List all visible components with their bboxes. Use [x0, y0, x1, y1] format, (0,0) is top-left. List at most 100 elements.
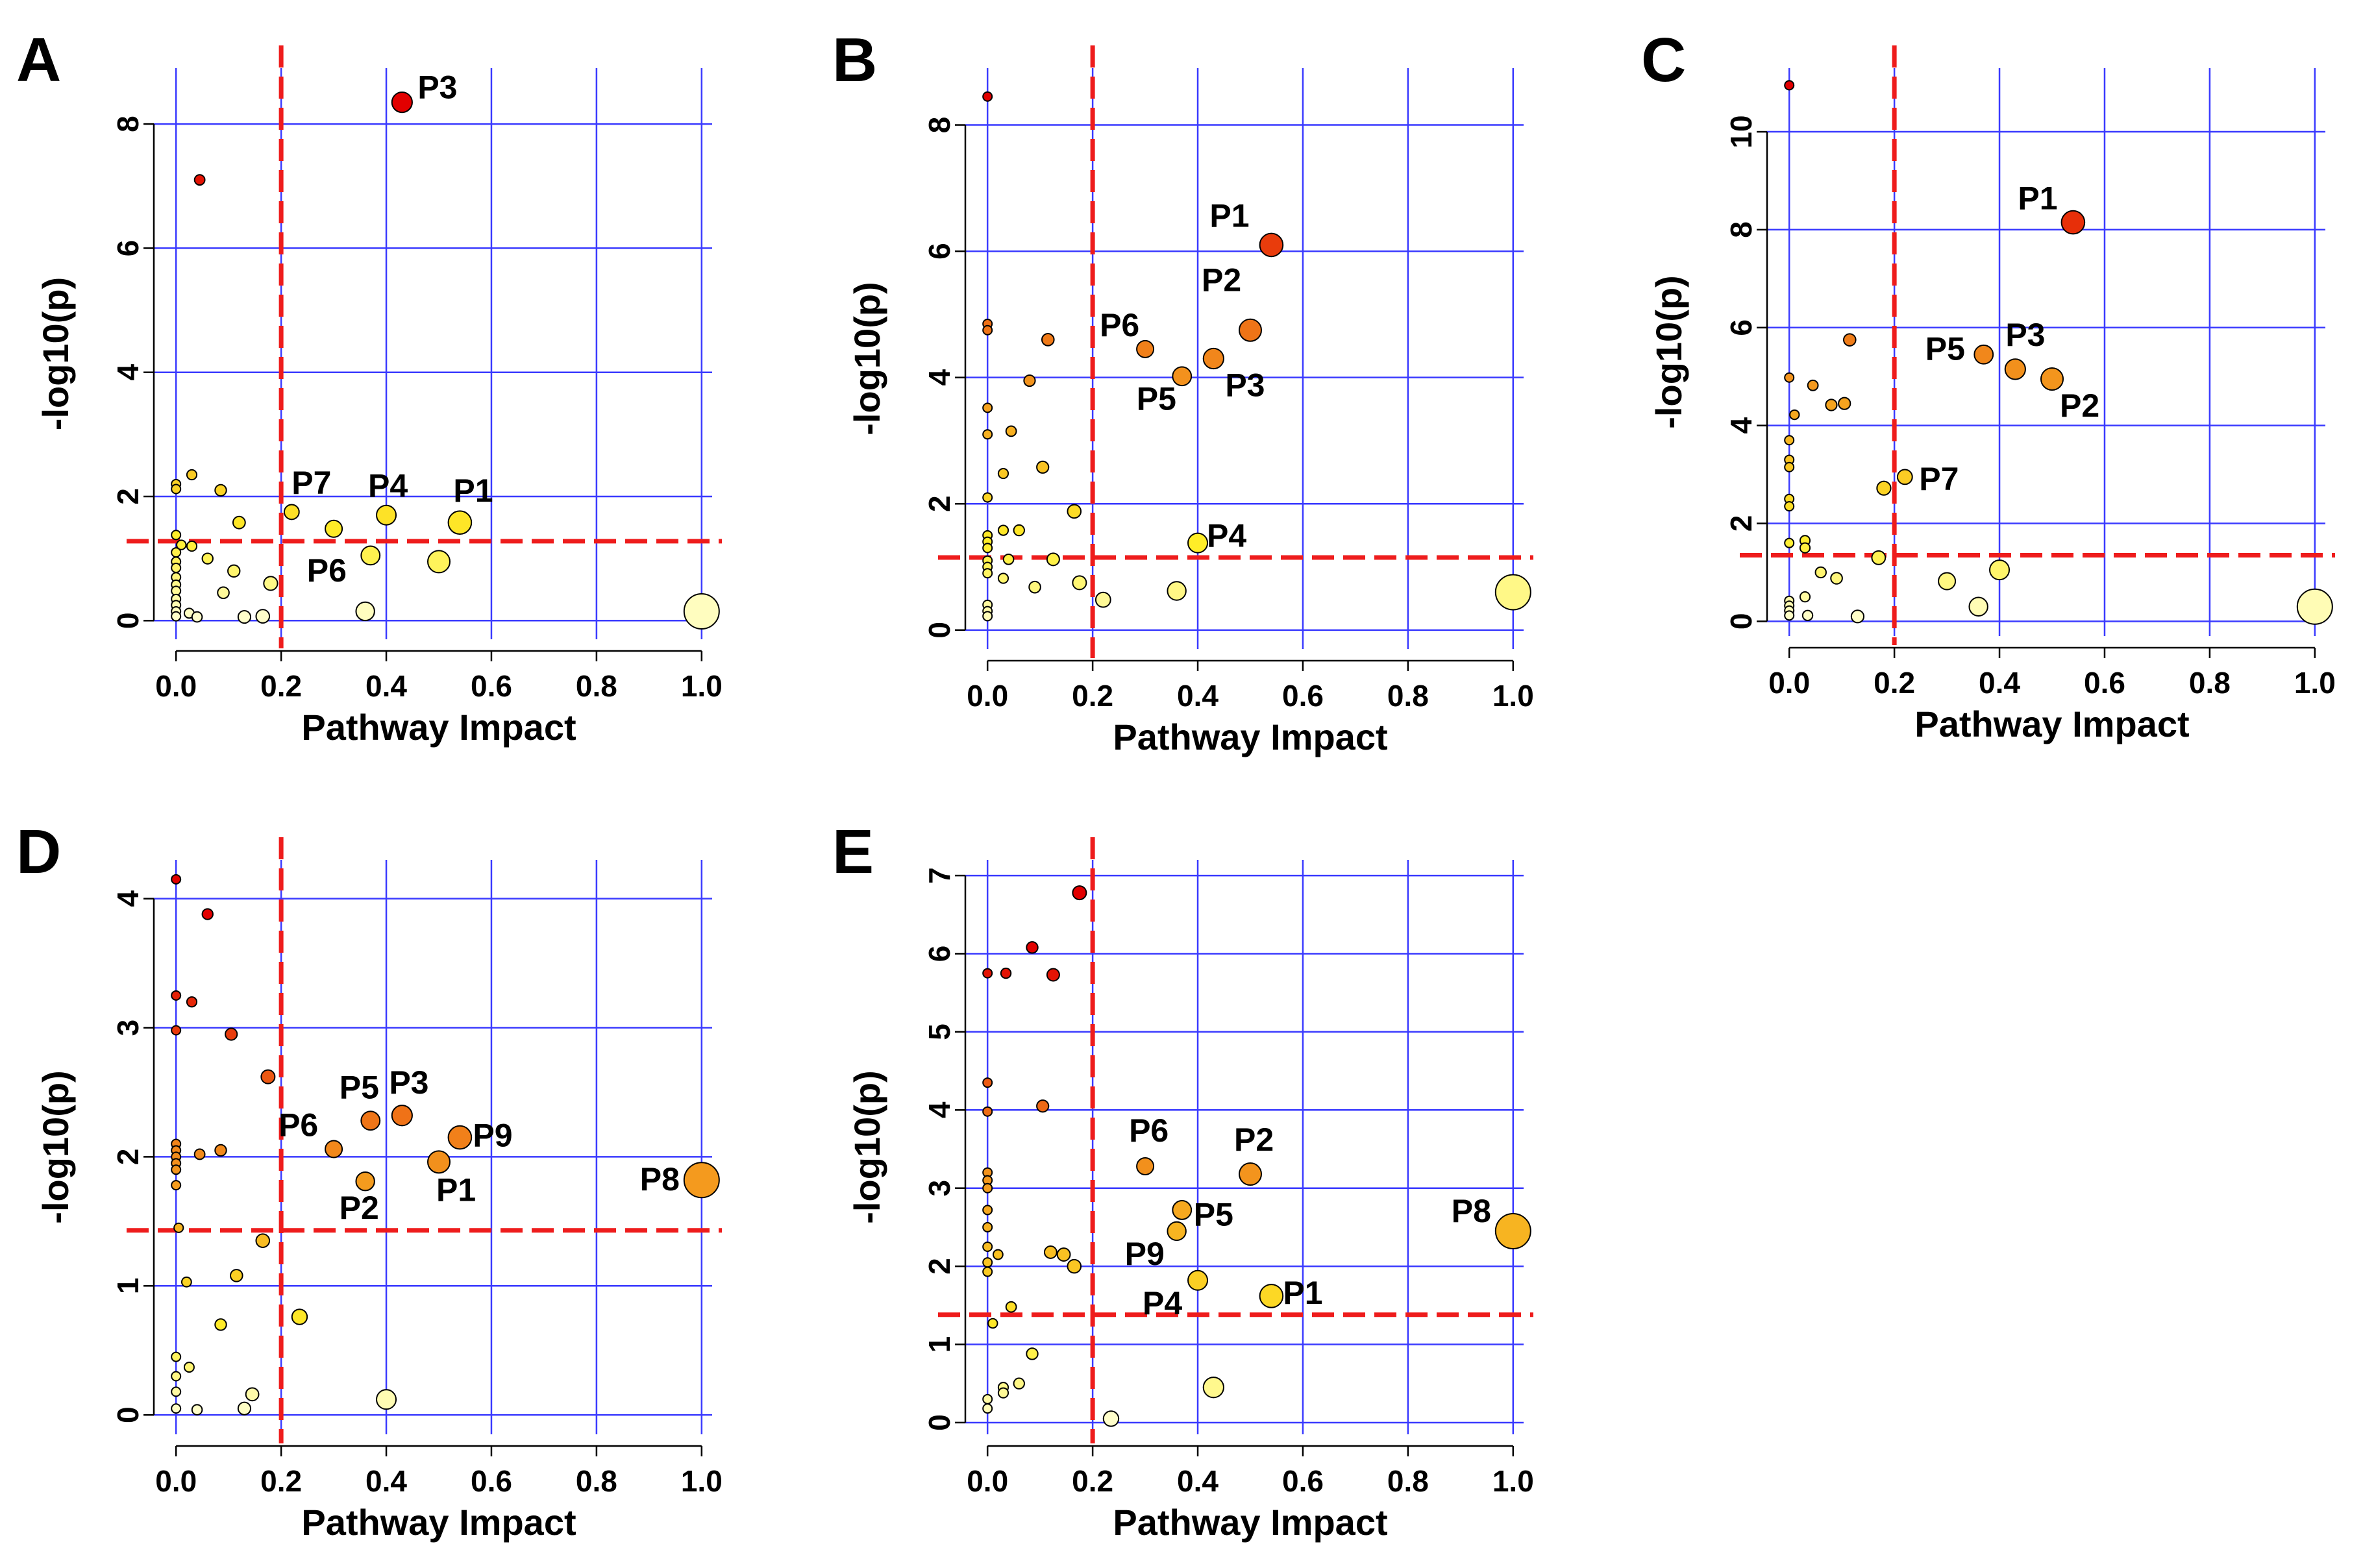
- data-point: [1046, 968, 1060, 982]
- data-point: [214, 484, 227, 497]
- point-label-p1: P1: [1209, 197, 1249, 234]
- data-point: [171, 1371, 182, 1382]
- point-label-p5: P5: [1925, 330, 1965, 367]
- y-tick-label: 4: [111, 363, 145, 380]
- data-point: [355, 1171, 375, 1192]
- point-label-p5: P5: [1137, 381, 1176, 417]
- data-point: [171, 1180, 182, 1191]
- x-tick-label: 0.6: [1282, 679, 1324, 713]
- data-point: [2040, 367, 2064, 391]
- data-point: [2296, 588, 2333, 625]
- data-point: [2004, 358, 2026, 380]
- data-point: [1136, 339, 1155, 358]
- panel-letter: D: [16, 817, 61, 887]
- data-point: [1002, 554, 1015, 565]
- data-point: [982, 492, 993, 503]
- point-label-p6: P6: [307, 552, 347, 589]
- data-point: [1784, 610, 1795, 621]
- data-point: [1938, 572, 1957, 591]
- data-point: [171, 1025, 182, 1036]
- x-tick-label: 1.0: [1492, 1464, 1534, 1498]
- x-tick-label: 0.2: [1874, 666, 1915, 700]
- data-point: [1202, 347, 1224, 370]
- data-point: [1023, 374, 1036, 387]
- x-tick-label: 0.8: [1387, 1464, 1429, 1498]
- data-point: [1799, 542, 1811, 554]
- data-point: [1784, 435, 1795, 446]
- point-label-p4: P4: [368, 468, 408, 504]
- data-point: [1072, 885, 1087, 901]
- panel-d: D 0.0 0.2 0.4 0.6 0.8 1.0 0 1 2 3 4 Pathway Impact -l…: [16, 817, 723, 1543]
- y-tick-label: 1: [922, 1336, 956, 1353]
- data-point: [171, 874, 182, 885]
- panel-letter: A: [16, 25, 61, 95]
- x-tick-label: 0.4: [365, 669, 407, 703]
- point-label-p6: P6: [278, 1107, 318, 1143]
- y-tick-label: 2: [922, 495, 956, 512]
- data-point: [987, 1317, 998, 1329]
- point-label-p3: P3: [389, 1064, 428, 1101]
- panel-a: A 0.0 0.2 0.4 0.6 0.8 1.0 0 2 4 6 8 Pathway Impact -l…: [16, 25, 723, 748]
- data-point: [171, 1386, 182, 1397]
- points: [171, 92, 720, 630]
- x-axis-title: Pathway Impact: [1113, 717, 1387, 757]
- data-point: [255, 609, 271, 624]
- data-point: [982, 1403, 993, 1414]
- x-tick-label: 0.4: [1177, 1464, 1219, 1498]
- data-point: [1136, 1157, 1155, 1175]
- point-label-p1: P1: [436, 1171, 476, 1208]
- data-point: [191, 611, 203, 623]
- data-point: [1026, 941, 1039, 954]
- data-point: [997, 467, 1009, 480]
- data-point: [1784, 501, 1795, 512]
- data-point: [982, 91, 993, 102]
- y-tick-label: 1: [111, 1277, 145, 1294]
- x-tick-label: 0.8: [1387, 679, 1429, 713]
- data-point: [982, 1182, 993, 1194]
- data-point: [1814, 566, 1827, 579]
- data-point: [1187, 1269, 1209, 1291]
- y-tick-label: 5: [922, 1023, 956, 1040]
- y-axis-title: -log10(p): [1648, 275, 1689, 428]
- data-point: [325, 519, 343, 538]
- data-point: [1172, 1200, 1193, 1220]
- data-point: [982, 611, 993, 622]
- data-point: [171, 990, 182, 1001]
- y-tick-label: 2: [1724, 515, 1758, 532]
- points: [982, 91, 1531, 622]
- y-tick-label: 6: [1724, 319, 1758, 336]
- data-point: [229, 1269, 243, 1282]
- data-point: [193, 1148, 206, 1160]
- data-point: [255, 1233, 271, 1248]
- points: [982, 885, 1531, 1427]
- y-axis-title: -log10(p): [35, 277, 76, 430]
- point-labels: P1 P2 P6 P3 P5 P4: [1100, 197, 1265, 554]
- x-tick-label: 0.6: [1282, 1464, 1324, 1498]
- data-point: [982, 1257, 993, 1268]
- y-tick-label: 0: [922, 622, 956, 639]
- data-point: [982, 402, 993, 413]
- x-tick-label: 0.4: [1979, 666, 2020, 700]
- data-point: [263, 576, 278, 591]
- x-tick-label: 0.0: [1768, 666, 1810, 700]
- panel-letter: E: [832, 817, 874, 887]
- x-tick-label: 0.6: [471, 1464, 512, 1498]
- data-point: [1784, 461, 1795, 472]
- point-label-p8: P8: [1452, 1193, 1491, 1229]
- data-point: [355, 601, 375, 622]
- data-point: [982, 1393, 993, 1404]
- x-tick-label: 0.6: [471, 669, 512, 703]
- panel-letter: B: [832, 25, 877, 95]
- data-point: [237, 609, 252, 624]
- data-point: [1784, 80, 1795, 91]
- data-point: [325, 1140, 343, 1158]
- data-point: [1046, 552, 1060, 567]
- data-point: [997, 1387, 1009, 1399]
- data-point: [992, 1249, 1004, 1260]
- data-point: [214, 1144, 227, 1157]
- data-point: [683, 1162, 720, 1199]
- point-label-p7: P7: [1919, 461, 1959, 497]
- y-tick-label: 10: [1724, 115, 1758, 148]
- points: [171, 874, 720, 1416]
